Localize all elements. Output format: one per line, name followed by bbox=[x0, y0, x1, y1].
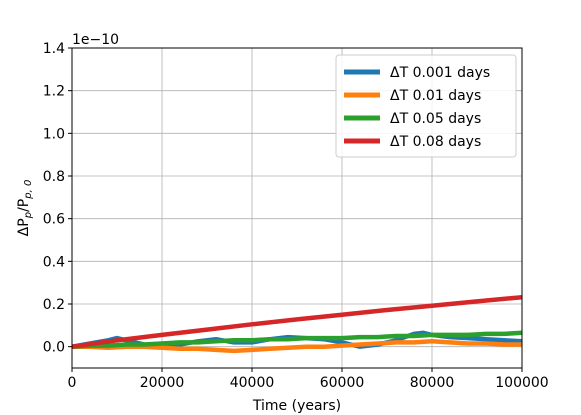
y-tick-label: 0.4 bbox=[43, 254, 65, 270]
y-tick-label: 0.2 bbox=[43, 297, 65, 313]
series-line-1 bbox=[72, 339, 522, 354]
plot-area bbox=[71, 294, 523, 354]
legend: ΔT 0.001 days ΔT 0.01 days ΔT 0.05 days ΔT … bbox=[335, 54, 517, 158]
y-label-slash: /P bbox=[16, 199, 32, 212]
y-label-delta: ΔP bbox=[16, 218, 32, 236]
y-offset-label: 1e−10 bbox=[72, 32, 119, 48]
y-tick-label: 0.0 bbox=[43, 340, 65, 356]
series-line-2 bbox=[71, 330, 523, 349]
legend-entry: ΔT 0.08 days bbox=[390, 134, 481, 150]
legend-entry: ΔT 0.01 days bbox=[390, 88, 481, 104]
y-axis-ticks: 0.0 0.2 0.4 0.6 0.8 1.0 1.2 1.4 bbox=[43, 41, 72, 356]
y-tick-label: 1.0 bbox=[43, 126, 65, 142]
x-tick-label: 80000 bbox=[410, 375, 455, 391]
y-tick-label: 1.4 bbox=[43, 41, 65, 57]
axes-frame bbox=[71, 47, 523, 369]
x-tick-label: 60000 bbox=[320, 375, 365, 391]
x-tick-label: 40000 bbox=[230, 375, 275, 391]
legend-entry: ΔT 0.001 days bbox=[390, 65, 490, 81]
legend-entry: ΔT 0.05 days bbox=[390, 111, 481, 127]
y-axis-label: ΔPp/Pp, 0 bbox=[16, 180, 34, 237]
x-axis-ticks: 0 20000 40000 60000 80000 100000 bbox=[68, 368, 549, 391]
y-tick-label: 0.6 bbox=[43, 212, 65, 228]
x-tick-label: 100000 bbox=[495, 375, 548, 391]
y-label-sub1: p bbox=[23, 212, 34, 219]
y-label-sub2: p, 0 bbox=[23, 180, 34, 200]
legend-box bbox=[335, 54, 517, 158]
x-tick-label: 20000 bbox=[140, 375, 185, 391]
y-tick-label: 0.8 bbox=[43, 169, 65, 185]
y-tick-label: 1.2 bbox=[43, 84, 65, 100]
series-line-3 bbox=[71, 294, 523, 349]
x-axis-label: Time (years) bbox=[252, 398, 341, 414]
x-tick-label: 0 bbox=[68, 375, 77, 391]
